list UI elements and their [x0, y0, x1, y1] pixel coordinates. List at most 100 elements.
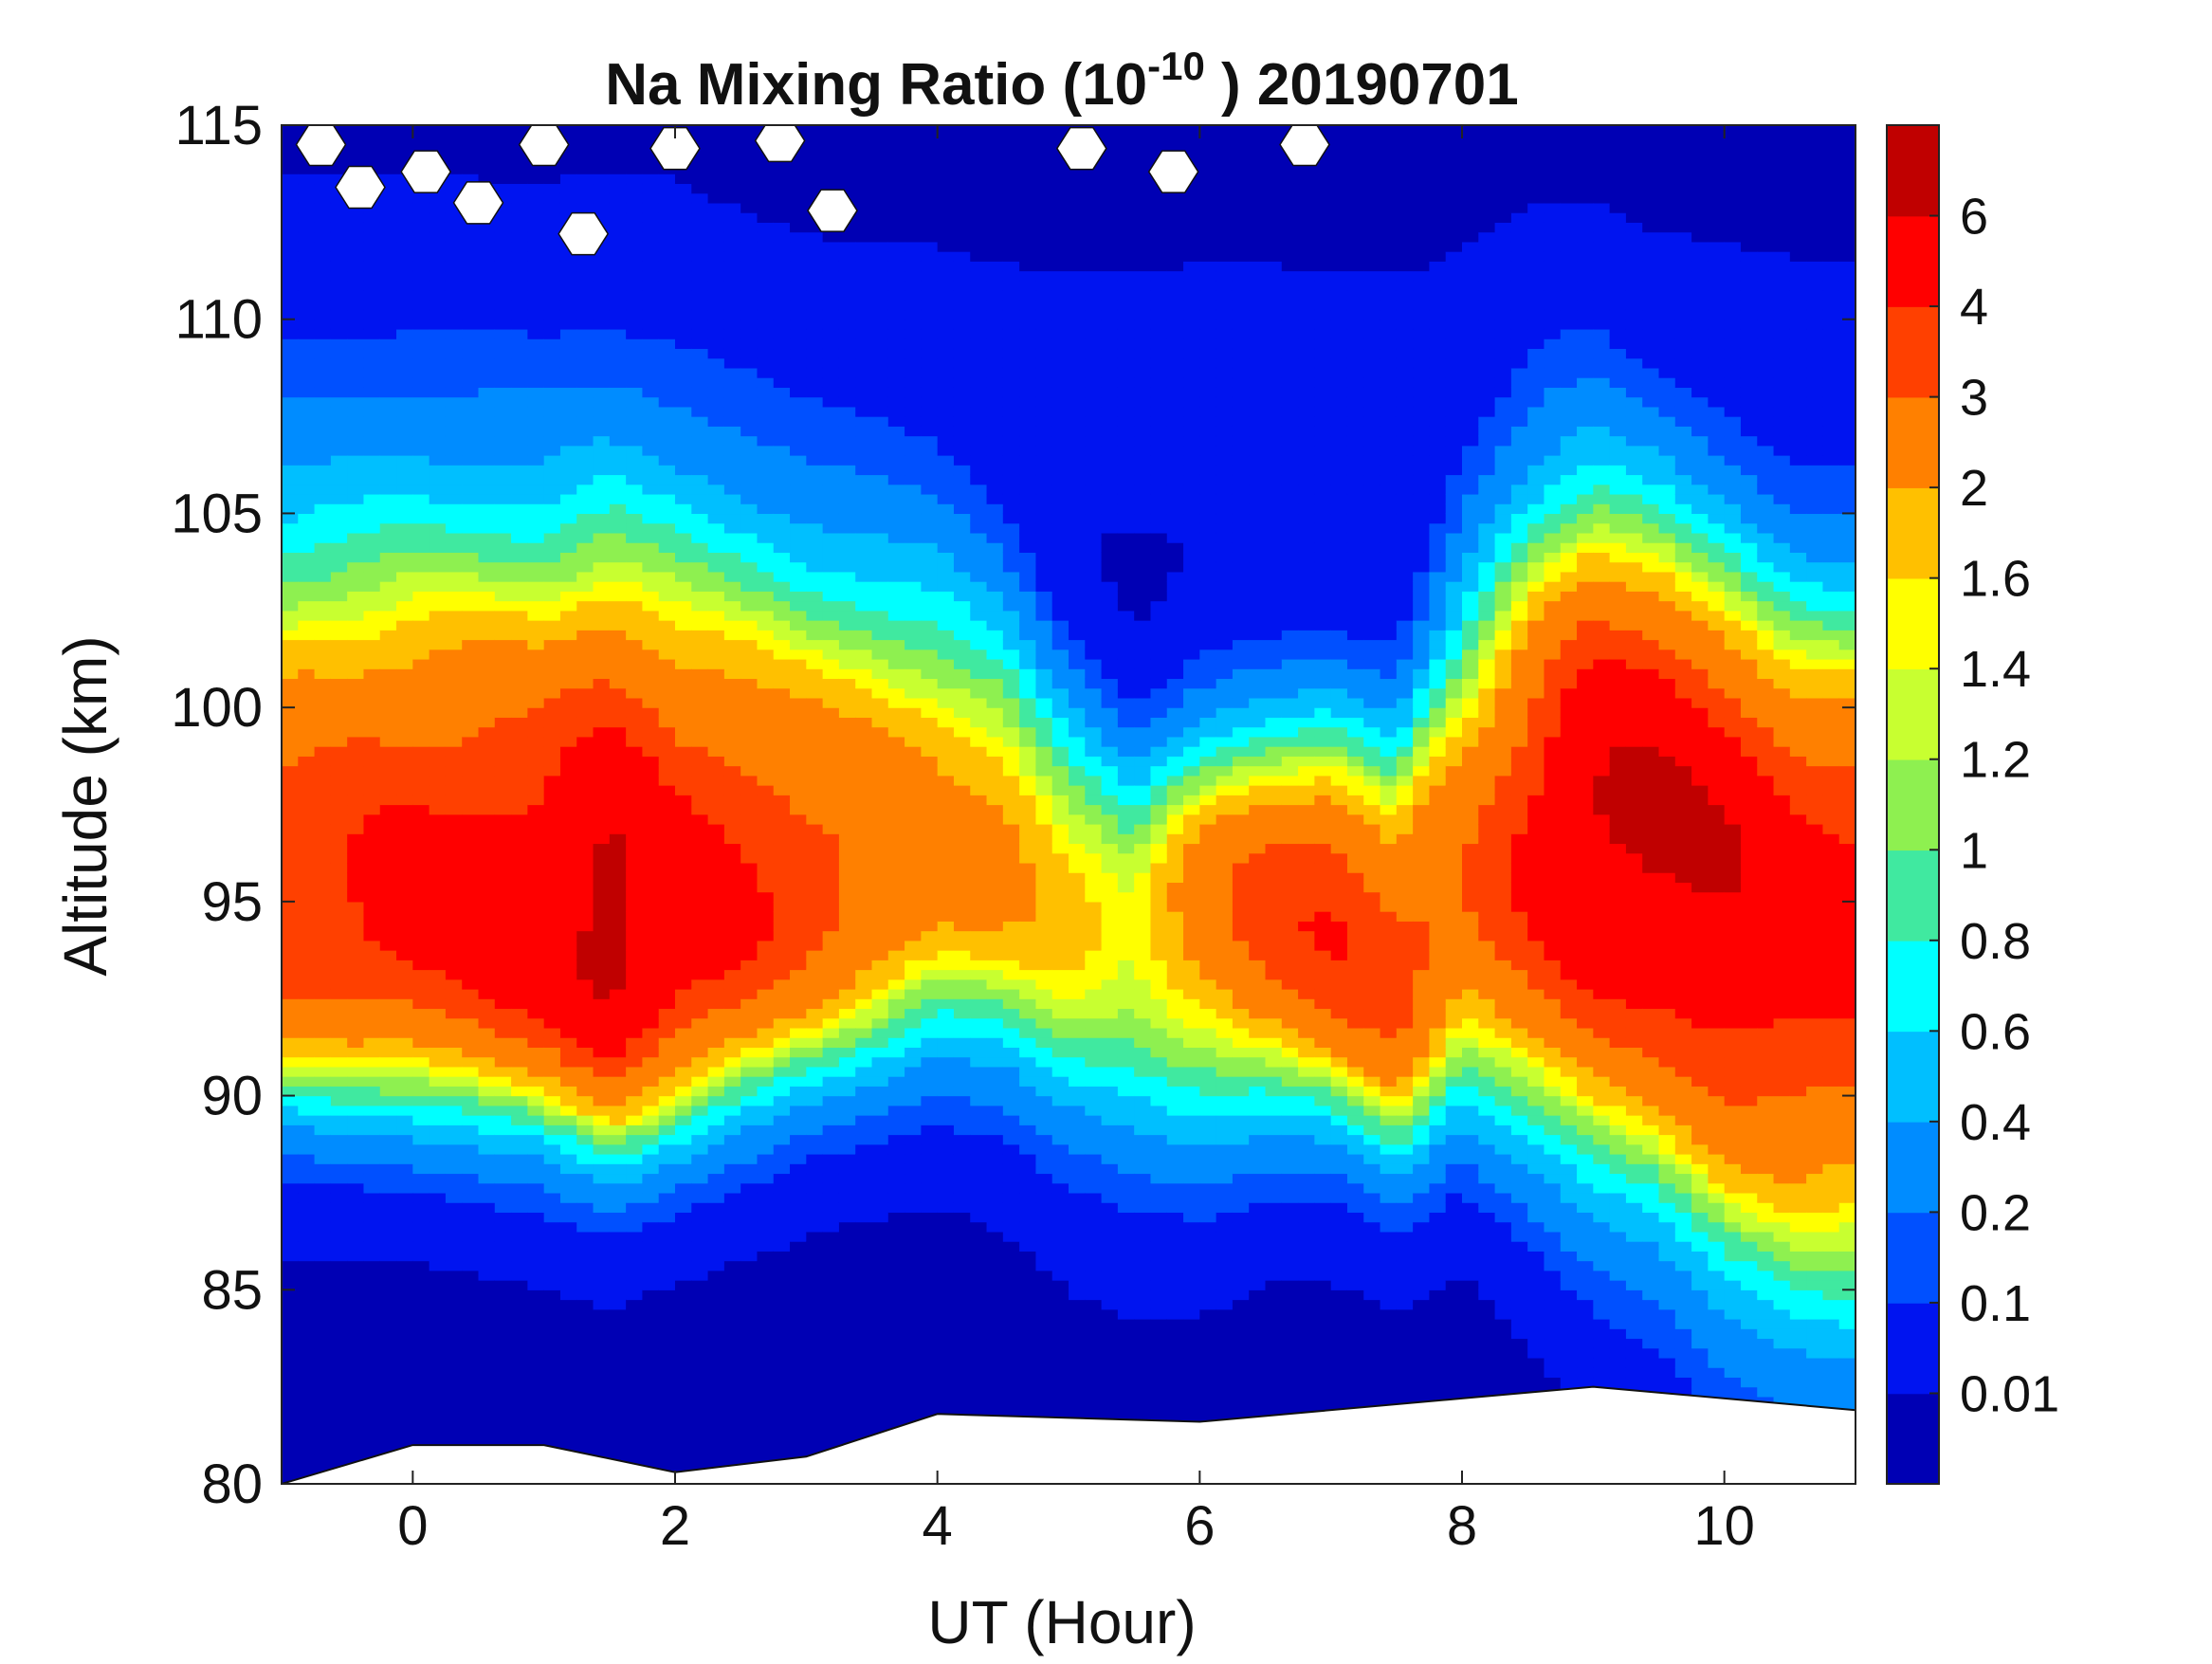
- contour-cell: [379, 1347, 397, 1359]
- contour-cell: [658, 998, 676, 1010]
- contour-cell: [576, 1202, 594, 1213]
- contour-cell: [593, 163, 611, 174]
- contour-cell: [723, 1192, 741, 1203]
- contour-cell: [298, 571, 316, 582]
- contour-cell: [593, 988, 611, 999]
- contour-cell: [511, 465, 528, 476]
- contour-cell: [658, 338, 676, 350]
- contour-cell: [773, 1270, 791, 1281]
- contour-cell: [379, 658, 397, 669]
- contour-cell: [527, 1017, 545, 1029]
- contour-cell: [363, 552, 381, 563]
- contour-cell: [330, 765, 348, 777]
- contour-cell: [445, 163, 463, 174]
- contour-cell: [691, 484, 709, 495]
- contour-cell: [593, 357, 611, 369]
- contour-cell: [773, 261, 791, 272]
- contour-cell: [478, 1338, 496, 1349]
- contour-cell: [559, 309, 577, 320]
- contour-cell: [609, 387, 627, 398]
- contour-cell: [790, 1425, 807, 1436]
- contour-cell: [363, 668, 381, 680]
- contour-cell: [658, 1017, 676, 1029]
- contour-cell: [658, 416, 676, 427]
- contour-cell: [855, 1192, 873, 1203]
- contour-cell: [740, 174, 759, 185]
- contour-cell: [642, 357, 660, 369]
- contour-cell: [822, 1260, 840, 1271]
- contour-cell: [576, 1095, 594, 1106]
- contour-cell: [609, 872, 627, 883]
- contour-cell: [691, 988, 709, 999]
- contour-cell: [559, 1173, 577, 1184]
- contour-cell: [494, 726, 512, 738]
- contour-cell: [707, 630, 725, 641]
- contour-cell: [838, 756, 856, 767]
- contour-cell: [790, 1280, 807, 1290]
- contour-cell: [806, 707, 824, 718]
- contour-cell: [723, 445, 741, 456]
- contour-cell: [593, 455, 611, 466]
- contour-cell: [576, 649, 594, 660]
- contour-cell: [691, 270, 709, 282]
- contour-cell: [593, 1260, 611, 1271]
- contour-cell: [838, 338, 856, 350]
- contour-cell: [593, 998, 611, 1010]
- contour-cell: [462, 882, 480, 893]
- contour-cell: [559, 416, 577, 427]
- contour-cell: [314, 1299, 332, 1310]
- contour-cell: [363, 1095, 381, 1106]
- contour-cell: [822, 552, 840, 563]
- contour-cell: [740, 338, 759, 350]
- contour-cell: [282, 969, 299, 980]
- contour-cell: [559, 455, 577, 466]
- contour-cell: [429, 1386, 447, 1398]
- contour-cell: [691, 921, 709, 932]
- contour-cell: [314, 1192, 332, 1203]
- contour-cell: [838, 1008, 856, 1019]
- contour-cell: [740, 1338, 759, 1349]
- contour-cell: [396, 465, 413, 476]
- contour-cell: [330, 1221, 348, 1233]
- contour-cell: [363, 852, 381, 864]
- contour-cell: [675, 1377, 692, 1388]
- contour-cell: [790, 678, 807, 689]
- contour-cell: [658, 630, 676, 641]
- contour-cell: [282, 522, 299, 534]
- contour-cell: [543, 309, 561, 320]
- contour-cell: [740, 1037, 759, 1048]
- contour-cell: [543, 687, 561, 699]
- contour-cell: [822, 309, 840, 320]
- contour-cell: [838, 1386, 856, 1398]
- contour-cell: [347, 833, 365, 845]
- contour-cell: [626, 212, 644, 223]
- contour-cell: [626, 668, 644, 680]
- contour-cell: [593, 930, 611, 942]
- contour-cell: [707, 610, 725, 621]
- contour-cell: [626, 882, 644, 893]
- contour-cell: [609, 1212, 627, 1223]
- contour-cell: [740, 300, 759, 311]
- contour-cell: [593, 600, 611, 612]
- contour-cell: [511, 823, 528, 834]
- contour-cell: [707, 1396, 725, 1407]
- contour-cell: [723, 212, 741, 223]
- contour-cell: [790, 231, 807, 243]
- contour-cell: [494, 978, 512, 990]
- contour-cell: [790, 823, 807, 834]
- contour-cell: [445, 1357, 463, 1368]
- contour-cell: [806, 231, 824, 243]
- contour-cell: [691, 290, 709, 301]
- contour-cell: [282, 1299, 299, 1310]
- contour-cell: [396, 1270, 413, 1281]
- contour-cell: [330, 1143, 348, 1155]
- contour-cell: [462, 231, 480, 243]
- contour-cell: [347, 1125, 365, 1136]
- contour-cell: [773, 736, 791, 747]
- contour-cell: [806, 1425, 824, 1436]
- contour-cell: [543, 940, 561, 951]
- contour-cell: [282, 270, 299, 282]
- contour-cell: [298, 697, 316, 708]
- contour-cell: [363, 445, 381, 456]
- contour-cell: [527, 930, 545, 942]
